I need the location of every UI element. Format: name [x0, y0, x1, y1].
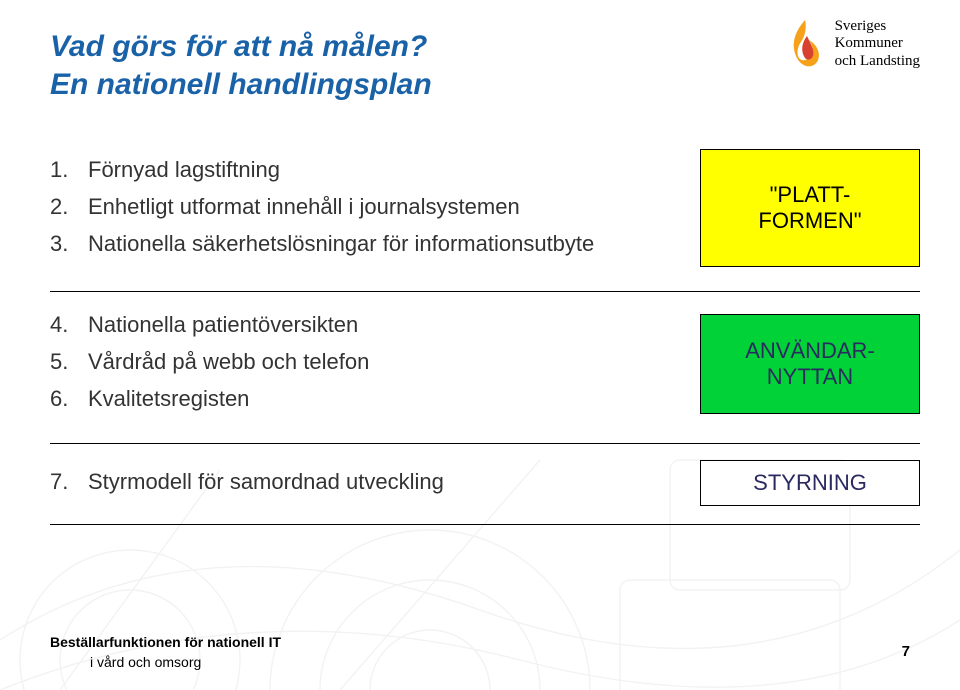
category-box: STYRNING	[700, 460, 920, 506]
item-list: 7. Styrmodell för samordnad utveckling	[50, 465, 700, 502]
footer-line-2: i vård och omsorg	[50, 654, 281, 670]
skl-logo: Sveriges Kommuner och Landsting	[785, 18, 920, 74]
footer: Beställarfunktionen för nationell IT i v…	[50, 634, 281, 670]
category-box: ANVÄNDAR- NYTTAN	[700, 314, 920, 414]
flame-icon	[785, 18, 825, 74]
category-box: "PLATT- FORMEN"	[700, 149, 920, 267]
title-line-2: En nationell handlingsplan	[50, 66, 690, 104]
list-item-text: Förnyad lagstiftning	[88, 153, 280, 186]
list-item: 2. Enhetligt utformat innehåll i journals…	[50, 190, 680, 223]
list-item-number: 1.	[50, 153, 78, 186]
list-item-number: 6.	[50, 382, 78, 415]
list-item-number: 4.	[50, 308, 78, 341]
slide: Vad görs för att nå målen? En nationell …	[0, 0, 960, 690]
list-item-number: 7.	[50, 465, 78, 498]
list-item-number: 3.	[50, 227, 78, 260]
list-item: 6. Kvalitetsregisten	[50, 382, 680, 415]
list-item: 5. Vårdråd på webb och telefon	[50, 345, 680, 378]
content-rows: 1. Förnyad lagstiftning 2. Enhetligt utform…	[50, 133, 920, 525]
list-item-text: Enhetligt utformat innehåll i journalsys…	[88, 190, 520, 223]
list-item-text: Nationella säkerhetslösningar för inform…	[88, 227, 594, 260]
list-item-number: 5.	[50, 345, 78, 378]
title-line-1: Vad görs för att nå målen?	[50, 28, 690, 66]
section-row: 1. Förnyad lagstiftning 2. Enhetligt utform…	[50, 133, 920, 292]
list-item-number: 2.	[50, 190, 78, 223]
list-item-text: Kvalitetsregisten	[88, 382, 249, 415]
list-item: 7. Styrmodell för samordnad utveckling	[50, 465, 680, 498]
list-item: 1. Förnyad lagstiftning	[50, 153, 680, 186]
title-block: Vad görs för att nå målen? En nationell …	[50, 28, 690, 103]
list-item-text: Styrmodell för samordnad utveckling	[88, 465, 444, 498]
logo-text: Sveriges Kommuner och Landsting	[835, 18, 920, 70]
list-item: 4. Nationella patientöversikten	[50, 308, 680, 341]
section-row: 4. Nationella patientöversikten 5. Vårdråd …	[50, 292, 920, 444]
logo-text-line-3: och Landsting	[835, 53, 920, 70]
list-item: 3. Nationella säkerhetslösningar för info…	[50, 227, 680, 260]
item-list: 4. Nationella patientöversikten 5. Vårdråd …	[50, 308, 700, 419]
logo-text-line-1: Sveriges	[835, 18, 920, 35]
item-list: 1. Förnyad lagstiftning 2. Enhetligt utform…	[50, 153, 700, 264]
page-number: 7	[902, 643, 910, 660]
list-item-text: Vårdråd på webb och telefon	[88, 345, 369, 378]
footer-line-1: Beställarfunktionen för nationell IT	[50, 634, 281, 650]
section-row: 7. Styrmodell för samordnad utveckling STY…	[50, 444, 920, 525]
list-item-text: Nationella patientöversikten	[88, 308, 358, 341]
logo-text-line-2: Kommuner	[835, 35, 920, 52]
